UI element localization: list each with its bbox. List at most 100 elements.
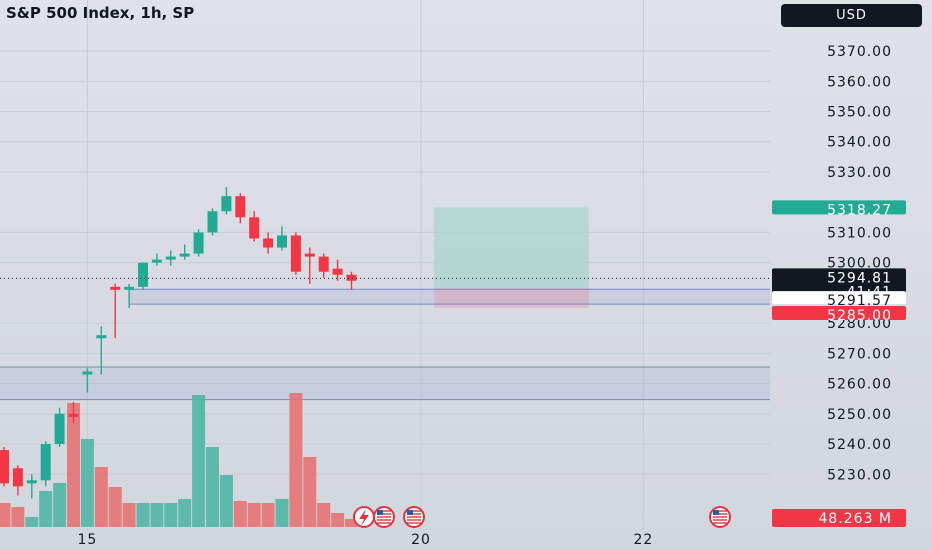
stop-zone xyxy=(433,288,589,308)
band-fill xyxy=(129,289,771,305)
price-tick-label: 5270.00 xyxy=(827,346,892,362)
volume-bar xyxy=(247,503,261,527)
chart-title: S&P 500 Index, 1h, SP xyxy=(6,4,195,22)
volume-bar xyxy=(108,487,122,527)
candle-body xyxy=(40,444,51,481)
volume-bar xyxy=(94,467,108,527)
price-tick-label: 5260.00 xyxy=(827,377,892,393)
volume-bar xyxy=(39,491,53,527)
candle-body xyxy=(318,256,329,272)
candle-body xyxy=(151,259,162,263)
time-axis[interactable]: 15 20 22 xyxy=(77,532,653,548)
time-tick-label: 22 xyxy=(633,532,653,548)
current-price-tag-text: 5294.81 xyxy=(827,270,892,286)
price-tick-label: 5360.00 xyxy=(827,74,892,90)
flag-canton xyxy=(377,510,383,515)
candle-body xyxy=(193,232,204,254)
candle-body xyxy=(346,274,357,281)
candle-body xyxy=(165,256,176,260)
candles xyxy=(0,187,357,499)
price-tick-label: 5370.00 xyxy=(827,44,892,60)
volume-bar xyxy=(150,503,164,527)
candle-body xyxy=(110,286,121,290)
flag-canton xyxy=(713,510,719,515)
volume-bar xyxy=(0,503,11,527)
us-flag-event-icon xyxy=(373,506,395,528)
candle-body xyxy=(96,335,107,339)
candle-body xyxy=(124,286,135,290)
volume-bar xyxy=(317,503,331,527)
candle-body xyxy=(82,371,93,375)
flash-event-icon xyxy=(353,506,375,528)
target-zone xyxy=(433,207,589,289)
volume-bar xyxy=(164,503,178,527)
price-axis[interactable]: 5370.00 5360.00 5350.00 5340.00 5330.00 5310.… xyxy=(827,44,892,483)
volume-bars xyxy=(0,393,358,527)
volume-bar xyxy=(136,503,150,527)
candle-body xyxy=(249,217,260,239)
price-tick-label: 5250.00 xyxy=(827,407,892,423)
volume-bar xyxy=(275,499,289,527)
price-tick-label: 5280.00 xyxy=(827,316,892,332)
stop-price-tag-bg xyxy=(772,306,906,320)
candle-body xyxy=(138,262,148,287)
volume-tag-text: 48.263 M xyxy=(818,511,892,527)
currency-button[interactable]: USD xyxy=(781,4,922,27)
volume-bar xyxy=(303,457,317,527)
us-flag-event-icon xyxy=(403,506,425,528)
band-fill xyxy=(0,366,770,400)
volume-bar xyxy=(219,475,233,527)
volume-bar xyxy=(80,439,94,527)
grid-lines xyxy=(0,0,770,530)
price-tick-label: 5310.00 xyxy=(827,225,892,241)
candle-body xyxy=(221,196,232,212)
entry-price-tag-text: 5291.57 xyxy=(827,293,892,309)
volume-bar xyxy=(289,393,303,527)
time-tick-label: 15 xyxy=(77,532,97,548)
volume-bar xyxy=(25,517,39,527)
candle-body xyxy=(304,253,315,257)
candle-body xyxy=(179,253,190,257)
entry-price-tag-bg xyxy=(772,291,906,305)
price-tick-label: 5230.00 xyxy=(827,467,892,483)
volume-bar xyxy=(345,519,358,527)
price-tick-label: 5350.00 xyxy=(827,104,892,120)
current-price-tag-bg xyxy=(772,268,906,297)
volume-bar xyxy=(178,499,192,527)
candle-body xyxy=(0,450,9,484)
flash-bolt xyxy=(359,509,369,526)
candle-body xyxy=(235,196,246,218)
volume-bar xyxy=(11,507,25,527)
price-tick-label: 5330.00 xyxy=(827,165,892,181)
candle-body xyxy=(12,468,23,487)
candle-body xyxy=(332,268,343,275)
volume-bar xyxy=(192,395,206,527)
volume-bar xyxy=(261,503,275,527)
target-price-tag-text: 5318.27 xyxy=(827,202,892,218)
volume-bar xyxy=(53,483,67,527)
event-markers[interactable] xyxy=(353,506,731,528)
candle-body xyxy=(207,211,218,233)
us-flag-event-icon xyxy=(709,506,731,528)
candle-body xyxy=(68,413,79,417)
position-zones xyxy=(433,207,589,308)
time-tick-label: 20 xyxy=(411,532,431,548)
price-tick-label: 5300.00 xyxy=(827,256,892,272)
price-tick-label: 5240.00 xyxy=(827,437,892,453)
candle-body xyxy=(263,238,274,248)
volume-bar xyxy=(233,501,247,527)
candle-body xyxy=(54,413,65,445)
volume-bar xyxy=(206,447,219,527)
candle-body xyxy=(290,235,301,272)
volume-bar xyxy=(122,503,136,527)
flag-canton xyxy=(407,510,413,515)
volume-tag-bg xyxy=(772,509,906,527)
price-tick-label: 5340.00 xyxy=(827,135,892,151)
candle-body xyxy=(277,235,287,248)
stop-price-tag-text: 5285.00 xyxy=(827,308,892,324)
horizontal-bands xyxy=(0,288,771,401)
candle-body xyxy=(26,480,37,484)
price-tags: 5318.275294.8141:415291.575285.0048.263 … xyxy=(772,200,906,527)
volume-bar xyxy=(331,513,345,527)
